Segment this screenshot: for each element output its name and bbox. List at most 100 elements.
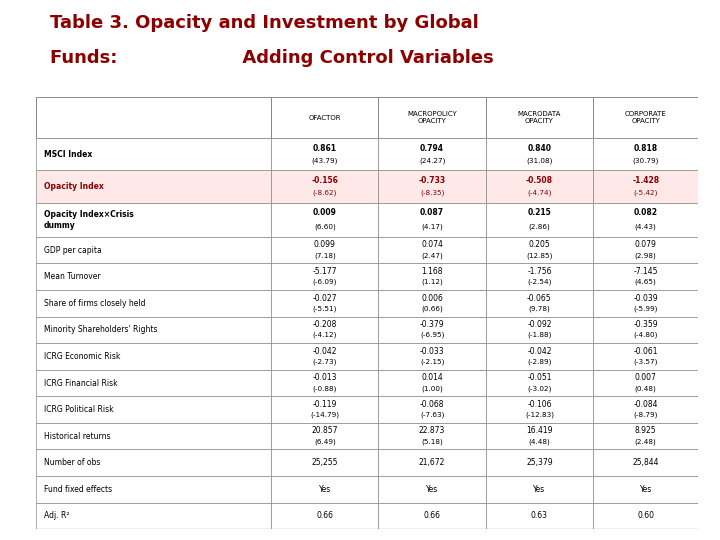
Text: 1.168: 1.168 [421, 267, 443, 276]
Text: (-8.35): (-8.35) [420, 190, 444, 196]
Bar [36, 476, 271, 503]
Text: -0.042: -0.042 [527, 347, 552, 356]
Bar [486, 503, 593, 529]
Text: -0.027: -0.027 [312, 294, 337, 302]
Text: 16.419: 16.419 [526, 427, 553, 435]
Bar [593, 138, 698, 171]
Bar [593, 503, 698, 529]
Bar [593, 316, 698, 343]
Text: (-7.63): (-7.63) [420, 411, 444, 418]
Bar [593, 97, 698, 138]
Text: (2.98): (2.98) [635, 252, 657, 259]
Bar [486, 476, 593, 503]
Text: (-14.79): (-14.79) [310, 411, 339, 418]
Bar [36, 237, 271, 264]
Bar [486, 264, 593, 290]
Text: (2.48): (2.48) [635, 438, 657, 445]
Bar [593, 476, 698, 503]
Text: 0.794: 0.794 [420, 144, 444, 153]
Text: (6.49): (6.49) [314, 438, 336, 445]
Text: (4.48): (4.48) [528, 438, 550, 445]
Text: (-2.89): (-2.89) [527, 359, 552, 365]
Text: OFACTOR: OFACTOR [309, 115, 341, 121]
Bar [379, 264, 486, 290]
Text: Fund fixed effects: Fund fixed effects [44, 485, 112, 494]
Text: -0.051: -0.051 [527, 373, 552, 382]
Text: (-5.42): (-5.42) [634, 190, 658, 196]
Text: (43.79): (43.79) [312, 158, 338, 164]
Text: 0.215: 0.215 [528, 208, 552, 218]
Text: 0.087: 0.087 [420, 208, 444, 218]
Bar [271, 423, 379, 449]
Text: CORPORATE
OPACITY: CORPORATE OPACITY [625, 111, 667, 124]
Text: Funds:                    Adding Control Variables: Funds: Adding Control Variables [50, 49, 494, 66]
Text: (-2.15): (-2.15) [420, 359, 444, 365]
Bar [271, 290, 379, 316]
Text: -7.145: -7.145 [634, 267, 658, 276]
Bar [593, 202, 698, 237]
Text: Adj. R²: Adj. R² [44, 511, 69, 521]
Text: 0.840: 0.840 [528, 144, 552, 153]
Text: 0.818: 0.818 [634, 144, 658, 153]
Text: (0.48): (0.48) [635, 385, 657, 392]
Bar [271, 343, 379, 370]
Bar [271, 476, 379, 503]
Text: -0.508: -0.508 [526, 176, 553, 185]
Bar [379, 343, 486, 370]
Bar [593, 343, 698, 370]
Bar [271, 449, 379, 476]
Text: (-4.12): (-4.12) [312, 332, 337, 339]
Text: 0.205: 0.205 [528, 240, 550, 249]
Bar [379, 290, 486, 316]
Bar [593, 237, 698, 264]
Text: 0.074: 0.074 [421, 240, 443, 249]
Bar [593, 264, 698, 290]
Bar [486, 423, 593, 449]
Text: 25,255: 25,255 [312, 458, 338, 467]
Text: -0.092: -0.092 [527, 320, 552, 329]
Text: -0.065: -0.065 [527, 294, 552, 302]
Bar [271, 97, 379, 138]
Text: 0.009: 0.009 [313, 208, 337, 218]
Bar [379, 237, 486, 264]
Bar [36, 97, 271, 138]
Text: 20.857: 20.857 [312, 427, 338, 435]
Bar [486, 290, 593, 316]
Bar [379, 171, 486, 202]
Text: (-3.57): (-3.57) [634, 359, 658, 365]
Text: Mean Turnover: Mean Turnover [44, 272, 101, 281]
Bar [379, 449, 486, 476]
Bar [593, 449, 698, 476]
Text: Table 3. Opacity and Investment by Global: Table 3. Opacity and Investment by Globa… [50, 14, 479, 31]
Text: 25,379: 25,379 [526, 458, 553, 467]
Text: (6.60): (6.60) [314, 224, 336, 230]
Text: Yes: Yes [426, 485, 438, 494]
Bar [486, 396, 593, 423]
Text: 0.014: 0.014 [421, 373, 443, 382]
Text: (4.65): (4.65) [635, 279, 657, 285]
Text: (4.43): (4.43) [635, 224, 657, 230]
Bar [486, 97, 593, 138]
Bar [486, 171, 593, 202]
Text: (0.66): (0.66) [421, 306, 443, 312]
Bar [593, 370, 698, 396]
Bar [486, 343, 593, 370]
Bar [486, 202, 593, 237]
Text: (2.86): (2.86) [528, 224, 550, 230]
Text: (-8.62): (-8.62) [312, 190, 337, 196]
Text: (-3.02): (-3.02) [527, 385, 552, 392]
Bar [271, 171, 379, 202]
Bar [271, 503, 379, 529]
Text: -0.119: -0.119 [312, 400, 337, 409]
Bar [271, 316, 379, 343]
Text: (24.27): (24.27) [419, 158, 445, 164]
Text: ICRG Political Risk: ICRG Political Risk [44, 405, 114, 414]
Text: (-2.73): (-2.73) [312, 359, 337, 365]
Bar [593, 171, 698, 202]
Bar [379, 423, 486, 449]
Bar [36, 264, 271, 290]
Text: Opacity Index: Opacity Index [44, 182, 104, 191]
Text: ICRG Economic Risk: ICRG Economic Risk [44, 352, 120, 361]
Text: (4.17): (4.17) [421, 224, 443, 230]
Text: MACRODATA
OPACITY: MACRODATA OPACITY [518, 111, 561, 124]
